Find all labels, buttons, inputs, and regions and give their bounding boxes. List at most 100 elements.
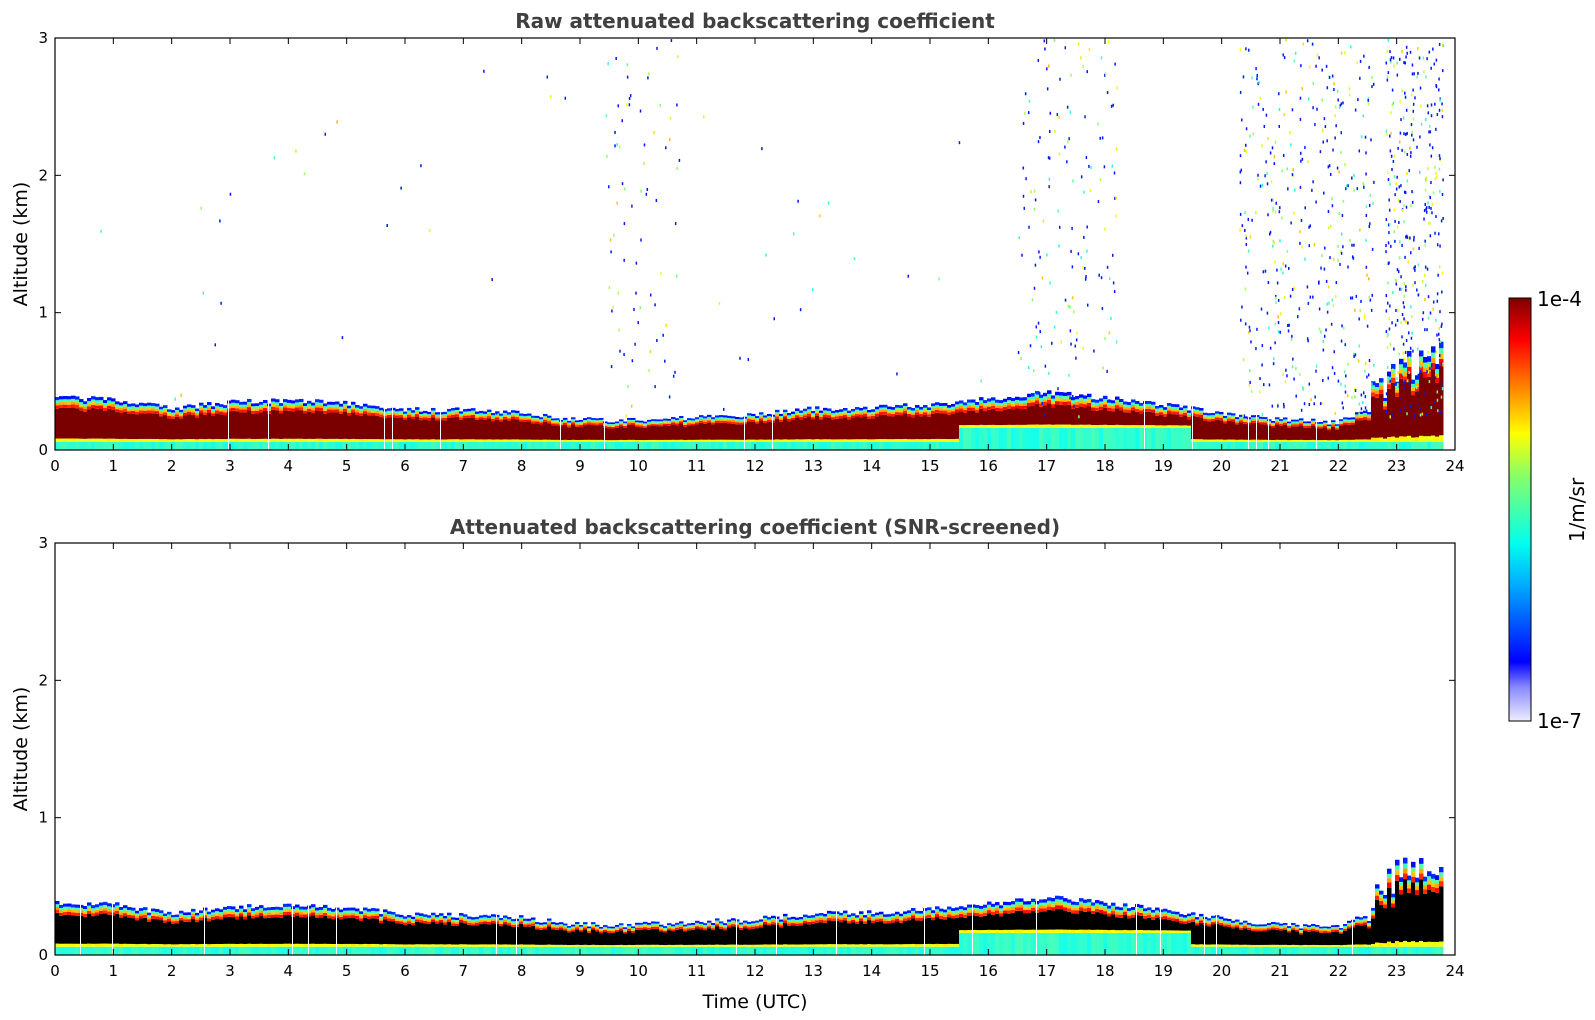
heatmap-cell <box>331 908 336 912</box>
noise-speckle <box>1055 310 1058 314</box>
heatmap-cell <box>583 420 588 422</box>
heatmap-cell <box>311 413 316 439</box>
heatmap-cell <box>59 402 64 405</box>
heatmap-cell <box>1195 441 1200 450</box>
heatmap-cell <box>671 441 676 450</box>
heatmap-cell <box>839 411 844 414</box>
heatmap-cell <box>911 439 916 442</box>
heatmap-cell <box>1259 424 1264 440</box>
heatmap-cell <box>87 406 92 410</box>
heatmap-cell <box>99 441 104 450</box>
heatmap-cell <box>163 415 168 440</box>
noise-speckle <box>1039 136 1041 140</box>
noise-speckle <box>1438 88 1440 92</box>
noise-speckle <box>1084 277 1087 281</box>
heatmap-cell <box>475 946 480 955</box>
heatmap-cell <box>155 944 160 947</box>
heatmap-cell <box>231 441 236 450</box>
heatmap-cell <box>307 946 312 955</box>
heatmap-cell <box>1299 441 1304 450</box>
heatmap-cell <box>387 408 392 411</box>
heatmap-cell <box>131 918 136 944</box>
heatmap-cell <box>827 917 832 921</box>
heatmap-cell <box>339 914 344 917</box>
heatmap-cell <box>467 946 472 955</box>
heatmap-cell <box>131 438 136 442</box>
heatmap-cell <box>195 415 200 418</box>
noise-speckle <box>1324 125 1327 129</box>
noise-speckle <box>1360 135 1363 139</box>
heatmap-cell <box>1011 409 1016 425</box>
noise-speckle <box>1403 357 1406 361</box>
noise-speckle <box>1341 213 1344 217</box>
heatmap-cell <box>91 916 96 944</box>
heatmap-cell <box>707 920 712 923</box>
noise-speckle <box>1426 328 1428 332</box>
noise-speckle <box>702 115 705 119</box>
heatmap-cell <box>183 921 188 945</box>
heatmap-cell <box>367 439 372 442</box>
heatmap-cell <box>367 405 372 409</box>
heatmap-cell <box>1363 441 1368 450</box>
heatmap-cell <box>415 439 420 442</box>
heatmap-cell <box>803 439 808 442</box>
heatmap-cell <box>1175 428 1180 450</box>
heatmap-cell <box>935 407 940 410</box>
heatmap-cell <box>255 906 260 910</box>
heatmap-cell <box>1055 398 1060 402</box>
heatmap-cell <box>451 946 456 955</box>
heatmap-cell <box>767 416 772 418</box>
noise-speckle <box>1418 407 1421 411</box>
heatmap-cell <box>467 944 472 947</box>
heatmap-cell <box>391 412 396 415</box>
heatmap-cell <box>747 925 752 928</box>
heatmap-cell <box>827 944 832 947</box>
heatmap-cell <box>739 924 744 927</box>
heatmap-cell <box>491 418 496 422</box>
heatmap-cell <box>1403 376 1408 382</box>
heatmap-cell <box>155 408 160 412</box>
heatmap-cell <box>263 910 268 913</box>
heatmap-cell <box>1027 424 1032 429</box>
heatmap-cell <box>659 931 664 945</box>
heatmap-cell <box>1035 404 1040 425</box>
heatmap-cell <box>679 418 684 420</box>
heatmap-cell <box>599 419 604 422</box>
heatmap-cell <box>991 428 996 450</box>
heatmap-cell <box>243 404 248 408</box>
heatmap-cell <box>783 409 788 413</box>
heatmap-cell <box>87 943 92 947</box>
heatmap-cell <box>191 410 196 413</box>
heatmap-cell <box>963 428 968 450</box>
heatmap-cell <box>1363 419 1368 440</box>
heatmap-cell <box>619 925 624 927</box>
heatmap-cell <box>483 919 488 922</box>
heatmap-gap <box>560 419 561 450</box>
heatmap-cell <box>115 910 120 914</box>
heatmap-cell <box>247 407 252 411</box>
noise-speckle <box>1321 68 1323 72</box>
noise-speckle <box>1262 107 1264 111</box>
noise-speckle <box>668 138 671 142</box>
noise-speckle <box>1027 111 1030 115</box>
heatmap-cell <box>643 925 648 928</box>
heatmap-cell <box>155 909 160 912</box>
heatmap-cell <box>1271 422 1276 425</box>
heatmap-cell <box>823 913 828 917</box>
heatmap-cell <box>1135 428 1140 450</box>
noise-speckle <box>1400 184 1402 188</box>
heatmap-cell <box>1355 441 1360 450</box>
y-tick-label: 3 <box>38 29 48 47</box>
heatmap-cell <box>923 414 928 440</box>
heatmap-cell <box>635 422 640 424</box>
heatmap-cell <box>135 910 140 914</box>
noise-speckle <box>1322 140 1324 144</box>
noise-speckle <box>1115 147 1118 151</box>
heatmap-cell <box>219 914 224 917</box>
heatmap-cell <box>235 914 240 917</box>
heatmap-cell <box>703 420 708 422</box>
heatmap-cell <box>311 410 316 414</box>
heatmap-cell <box>355 908 360 912</box>
heatmap-cell <box>1199 410 1204 413</box>
